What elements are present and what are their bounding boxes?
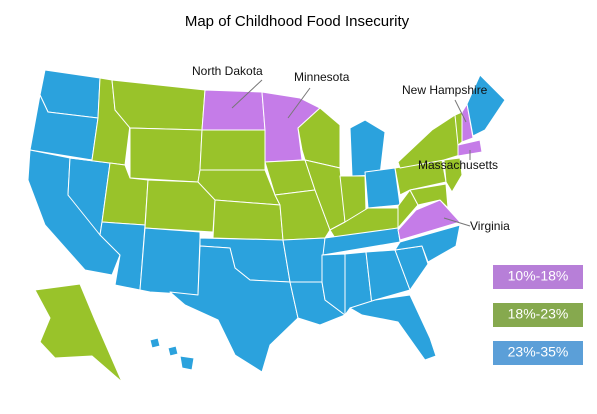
state [179,355,195,371]
state [111,79,206,131]
state [364,167,401,209]
leader-line [231,79,263,109]
state [321,253,346,316]
state [394,224,461,263]
state [409,183,449,209]
state-label: New Hampshire [402,83,488,97]
leader-line [287,87,311,119]
state [34,283,123,383]
leader-line [454,99,467,123]
state [397,199,461,241]
state [139,227,201,296]
leader-line [443,217,471,227]
map-title: Map of Childhood Food Insecurity [185,13,410,30]
state [461,103,474,143]
state [457,139,483,157]
state [282,237,326,283]
state-label: Virginia [470,219,510,233]
state [443,157,463,193]
legend-label: 10%-18% [508,268,569,284]
state-label: North Dakota [192,64,263,78]
state [466,74,506,137]
legend-swatch [493,341,583,365]
legend: 10%-18% 18%-23% 23%-35% [493,265,583,365]
state [199,129,266,171]
legend-swatch [493,265,583,289]
state [169,245,299,373]
legend-label: 18%-23% [508,306,569,322]
state [201,89,266,131]
state-label: Massachusetts [418,158,498,172]
state [212,199,284,241]
state [349,294,437,361]
legend-swatch [493,303,583,327]
state-label: Minnesota [294,70,350,84]
legend-label: 23%-35% [508,344,569,360]
callouts: North Dakota Minnesota New Hampshire Mas… [192,64,510,233]
us-map [27,69,506,383]
state [365,249,411,306]
state [39,69,101,119]
state [261,91,321,163]
state [129,127,203,183]
state [149,337,161,349]
state [167,345,179,357]
state [349,119,386,177]
